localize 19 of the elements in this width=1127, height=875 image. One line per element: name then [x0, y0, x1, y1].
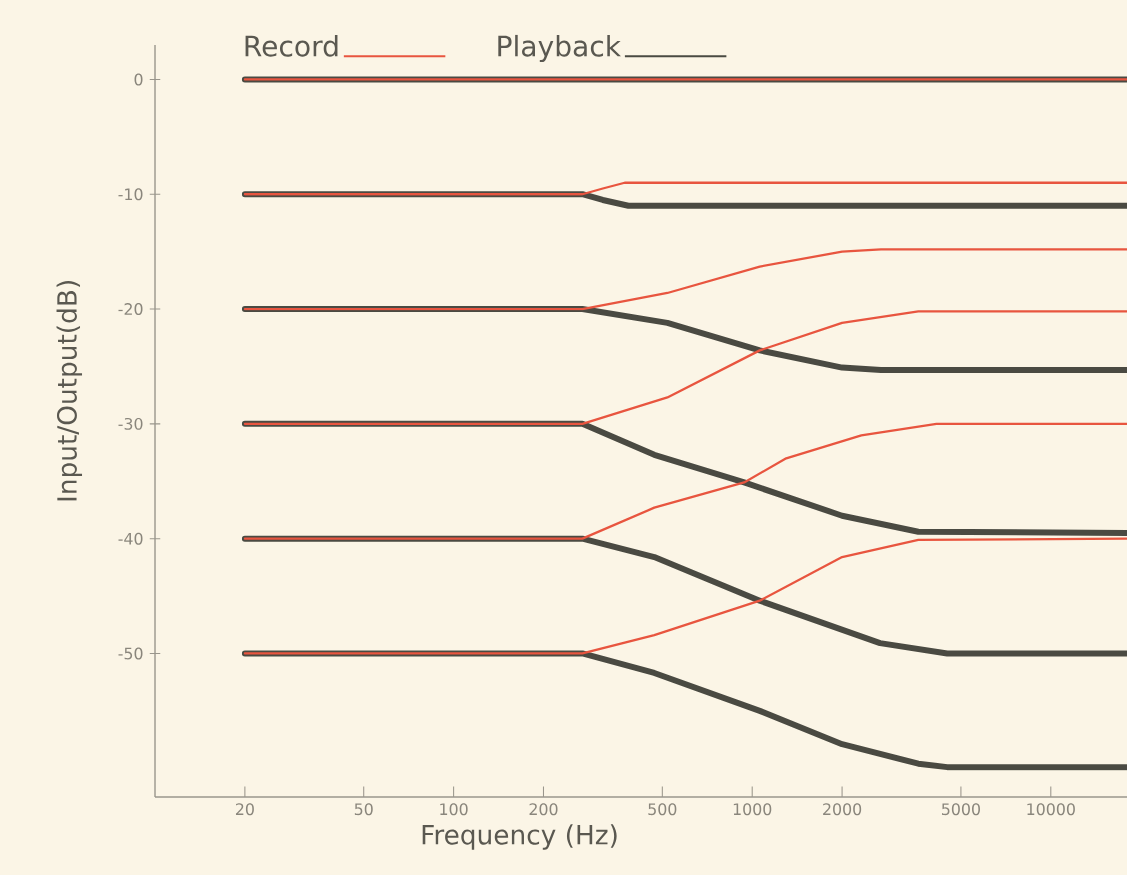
- y-tick-label: -30: [118, 417, 143, 430]
- x-tick-label: 20: [235, 803, 254, 816]
- y-axis-title: Input/Output(dB): [56, 281, 83, 501]
- y-tick-label: 0: [134, 73, 143, 86]
- x-tick-label: 50: [354, 803, 373, 816]
- x-tick-label: 200: [529, 803, 558, 816]
- x-tick-label: 10000: [1027, 803, 1075, 816]
- legend-label: Record: [245, 34, 338, 57]
- x-tick-label: 500: [648, 803, 677, 816]
- y-tick-label: -10: [118, 188, 143, 201]
- x-tick-label: 100: [440, 803, 468, 816]
- x-tick-label: 2000: [823, 803, 862, 816]
- y-tick-label: -40: [118, 532, 143, 545]
- y-tick-label: -50: [118, 647, 143, 660]
- legend-label: Playback: [498, 34, 621, 63]
- x-tick-label: 1000: [733, 803, 772, 816]
- x-axis-title: Frequency (Hz): [422, 824, 617, 850]
- x-tick-label: 5000: [942, 803, 980, 816]
- y-tick-label: -20: [118, 303, 143, 316]
